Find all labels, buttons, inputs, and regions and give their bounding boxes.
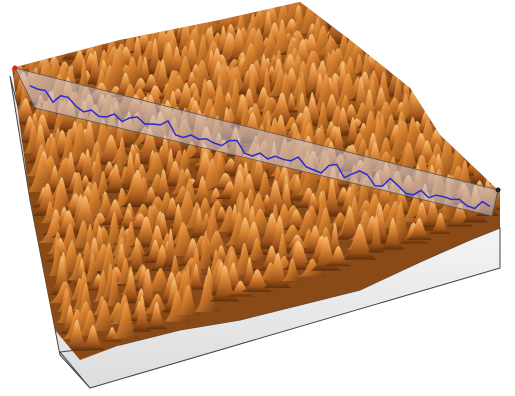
surface-peak [186, 263, 206, 290]
surface-peak [78, 324, 108, 351]
surface-peak [152, 168, 175, 201]
surface-peak [312, 101, 334, 133]
surface-peak [174, 149, 195, 173]
surface-peak [110, 302, 142, 339]
surface-peak [404, 217, 434, 240]
surface-peak [102, 163, 129, 193]
surface-peak [380, 217, 406, 250]
section-start [12, 65, 18, 71]
surface-peak [306, 2, 336, 41]
surface-peak [144, 302, 169, 330]
surface-peak [74, 283, 98, 317]
section-plane [14, 67, 499, 217]
surface-peak [281, 257, 304, 281]
surface-peak [82, 252, 103, 282]
surface-peak [173, 257, 211, 275]
section-end [495, 187, 501, 193]
surface-peak [228, 137, 249, 177]
surface-peak [428, 212, 453, 234]
surface-peak [195, 230, 216, 269]
surface-peak [253, 171, 277, 198]
surface-peak [201, 200, 234, 216]
surface-peak [174, 284, 202, 315]
surface-peak [126, 237, 148, 273]
surface-peak [295, 155, 326, 195]
surface-peak [193, 274, 221, 313]
surface-peak [265, 216, 295, 254]
surface-peak [296, 258, 329, 277]
surface-peak [188, 176, 217, 208]
surface-peak [244, 237, 270, 261]
surface-peak [104, 267, 125, 307]
surface-peak [367, 215, 386, 253]
surface-peak [292, 71, 312, 111]
surface-peak [83, 212, 118, 230]
surface-peak [189, 208, 209, 238]
surface-peak [138, 151, 175, 181]
surface-peak [225, 280, 256, 297]
surface-peak [341, 223, 379, 260]
surface-peak [202, 187, 230, 207]
surface-peak [41, 136, 66, 167]
surface-peak [62, 319, 92, 351]
surface-peak [55, 288, 79, 324]
surface-peak [45, 182, 74, 220]
section-profile [29, 85, 491, 210]
surface-peak [131, 295, 153, 332]
surface-peak [323, 246, 354, 267]
